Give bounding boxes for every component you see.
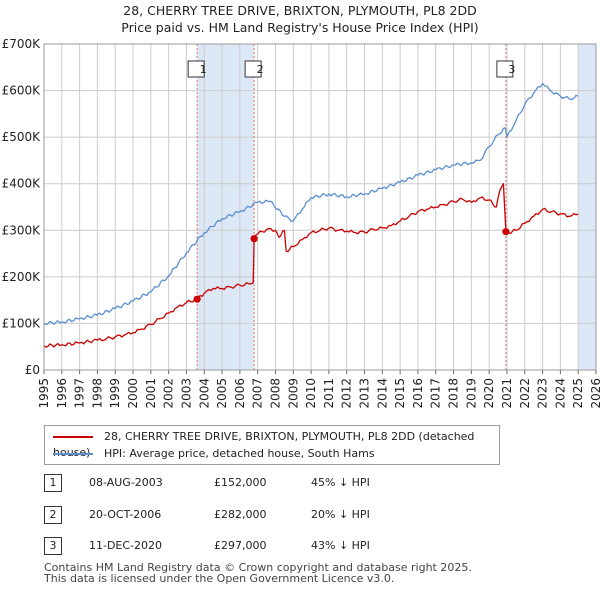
transaction-price: £282,000 <box>214 508 267 521</box>
transaction-marker-label: 1 <box>200 63 207 76</box>
x-tick-label: 2019 <box>464 378 478 409</box>
legend-swatch-property <box>53 436 93 438</box>
x-tick-label: 2025 <box>571 378 585 409</box>
transaction-point <box>502 228 510 236</box>
transaction-date: 08-AUG-2003 <box>89 476 163 489</box>
x-tick-label: 2010 <box>304 378 318 409</box>
x-tick-label: 2021 <box>500 378 514 409</box>
transaction-hpi-diff: 43% ↓ HPI <box>311 539 370 552</box>
transaction-marker-label: 2 <box>257 63 264 76</box>
transaction-price: £297,000 <box>214 539 267 552</box>
x-tick-label: 2015 <box>393 378 407 409</box>
x-tick-label: 2004 <box>197 378 211 409</box>
transaction-point <box>193 295 201 303</box>
y-tick-label: £500K <box>2 130 42 144</box>
legend-item-property: 28, CHERRY TREE DRIVE, BRIXTON, PLYMOUTH… <box>53 429 499 459</box>
x-tick-label: 2013 <box>358 378 372 409</box>
x-tick-label: 1996 <box>55 378 69 409</box>
x-tick-label: 1997 <box>73 378 87 409</box>
x-tick-label: 2002 <box>162 378 176 409</box>
x-tick-label: 1995 <box>37 378 51 409</box>
y-tick-label: £0 <box>25 363 40 377</box>
plot-background <box>44 44 596 370</box>
x-tick-label: 2000 <box>126 378 140 409</box>
shaded-region <box>578 44 596 370</box>
legend-label-property: 28, CHERRY TREE DRIVE, BRIXTON, PLYMOUTH… <box>53 430 475 459</box>
y-tick-label: £700K <box>2 37 42 51</box>
footer-attribution: Contains HM Land Registry data © Crown c… <box>44 562 472 584</box>
shaded-region <box>197 44 255 370</box>
chart-title-line2: Price paid vs. HM Land Registry's House … <box>121 20 479 35</box>
footer-line-2: This data is licensed under the Open Gov… <box>44 572 395 585</box>
y-tick-label: £300K <box>2 223 42 237</box>
x-tick-label: 1999 <box>108 378 122 409</box>
transaction-badge: 3 <box>44 537 62 555</box>
transaction-badge: 2 <box>44 506 62 524</box>
x-tick-label: 2005 <box>215 378 229 409</box>
chart-legend: 28, CHERRY TREE DRIVE, BRIXTON, PLYMOUTH… <box>44 425 500 465</box>
x-tick-label: 2026 <box>589 378 600 409</box>
x-tick-label: 2008 <box>268 378 282 409</box>
x-tick-label: 2018 <box>447 378 461 409</box>
transaction-marker-box <box>496 60 514 78</box>
x-tick-label: 1998 <box>90 378 104 409</box>
x-tick-label: 2016 <box>411 378 425 409</box>
hpi-line <box>43 82 579 326</box>
x-tick-label: 2009 <box>286 378 300 409</box>
x-tick-label: 2007 <box>251 378 265 409</box>
transaction-date: 20-OCT-2006 <box>89 508 162 521</box>
x-tick-label: 2012 <box>340 378 354 409</box>
y-tick-label: £600K <box>2 84 42 98</box>
y-tick-label: £100K <box>2 316 42 330</box>
x-tick-label: 2023 <box>536 378 550 409</box>
transaction-price: £152,000 <box>214 476 267 489</box>
footer-line-1: Contains HM Land Registry data © Crown c… <box>44 561 472 574</box>
x-tick-label: 2001 <box>144 378 158 409</box>
transaction-hpi-diff: 45% ↓ HPI <box>311 476 370 489</box>
transaction-marker-box <box>187 60 205 78</box>
price-chart: 1 2 3 £0 £100K £200K £300K £400K £500K £600K £700… <box>2 37 600 409</box>
x-tick-label: 2006 <box>233 378 247 409</box>
chart-title-line1: 28, CHERRY TREE DRIVE, BRIXTON, PLYMOUTH… <box>123 3 477 18</box>
legend-swatch-hpi <box>53 453 93 455</box>
legend-item-hpi: HPI: Average price, detached house, Sout… <box>53 446 375 462</box>
transaction-point <box>250 235 258 243</box>
transaction-badge: 1 <box>44 474 62 492</box>
x-tick-label: 2022 <box>518 378 532 409</box>
transaction-hpi-diff: 20% ↓ HPI <box>311 508 370 521</box>
y-tick-label: £200K <box>2 270 42 284</box>
transaction-date: 11-DEC-2020 <box>89 539 163 552</box>
transaction-marker-box <box>244 60 262 78</box>
legend-label-hpi: HPI: Average price, detached house, Sout… <box>104 447 375 460</box>
plot-border <box>43 43 597 371</box>
x-tick-label: 2003 <box>179 378 193 409</box>
x-tick-label: 2024 <box>553 378 567 409</box>
y-tick-label: £400K <box>2 177 42 191</box>
x-tick-label: 2017 <box>429 378 443 409</box>
transaction-marker-label: 3 <box>508 63 515 76</box>
x-tick-label: 2011 <box>322 378 336 409</box>
x-tick-label: 2020 <box>482 378 496 409</box>
x-tick-label: 2014 <box>375 378 389 409</box>
property-price-line <box>43 183 579 348</box>
